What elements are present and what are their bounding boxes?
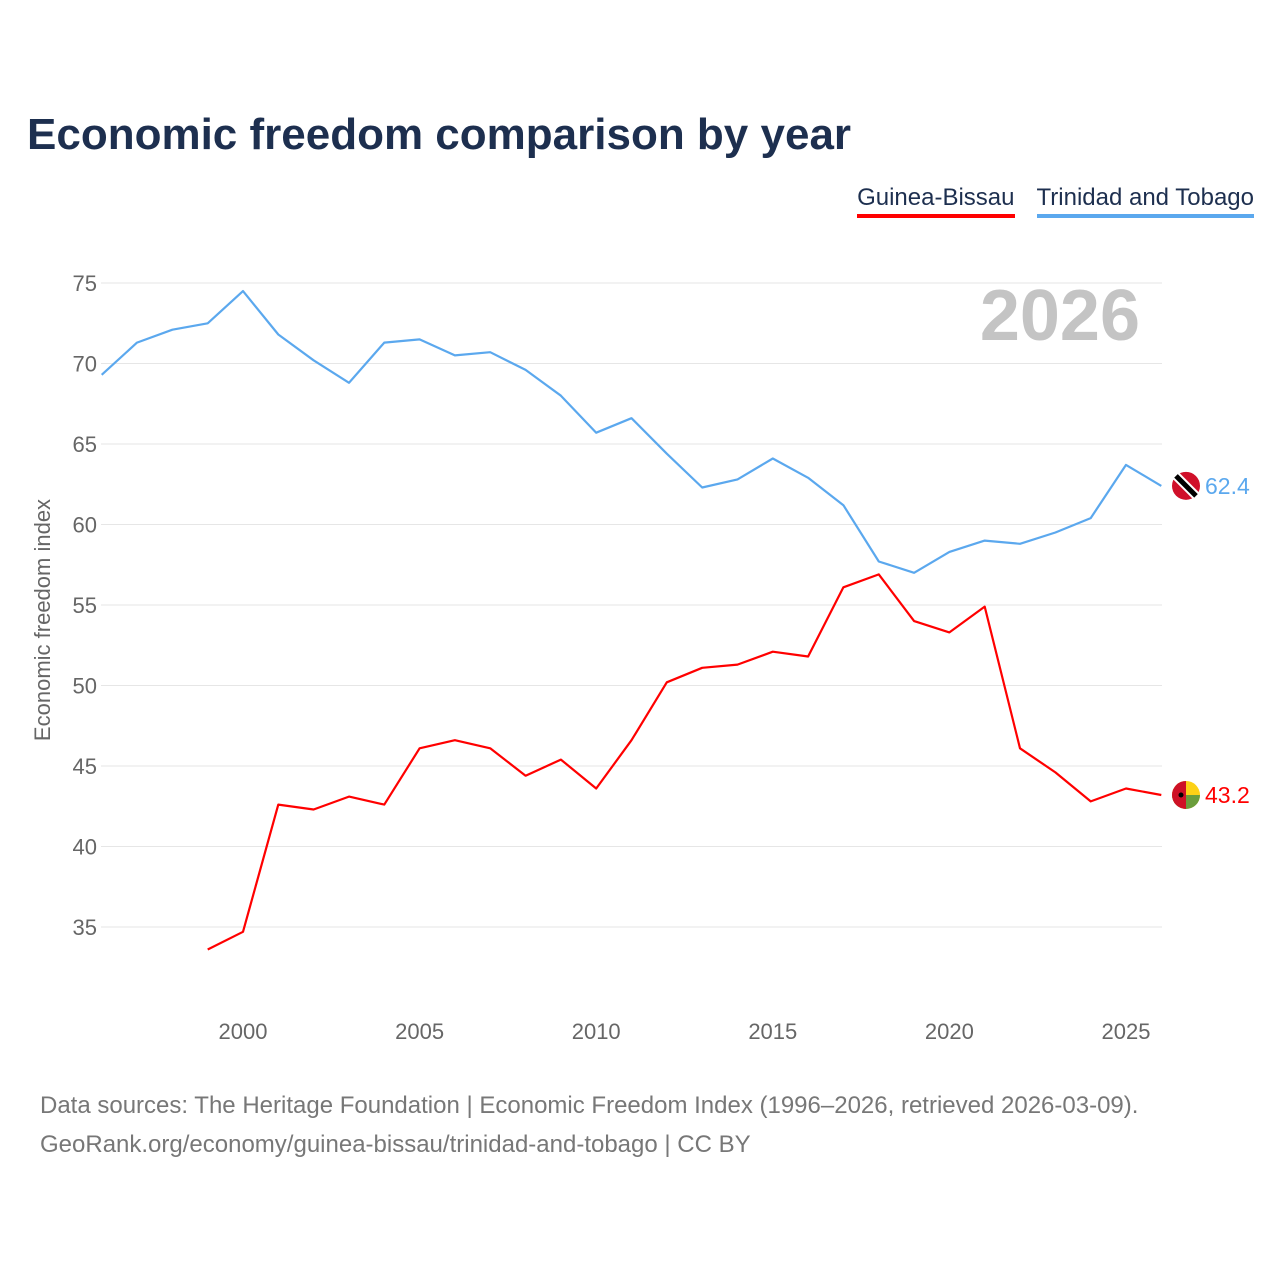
end-value-label: 62.4 bbox=[1205, 473, 1250, 499]
y-tick-label: 55 bbox=[73, 593, 97, 618]
x-tick-label: 2005 bbox=[395, 1019, 444, 1044]
legend-item-guinea-bissau[interactable]: Guinea-Bissau bbox=[857, 184, 1015, 218]
source-text: Data sources: The Heritage Foundation | … bbox=[40, 1092, 1139, 1119]
year-watermark: 2026 bbox=[980, 276, 1140, 356]
x-tick-label: 2020 bbox=[925, 1019, 974, 1044]
guinea-bissau-flag-icon bbox=[1172, 780, 1200, 809]
legend-item-trinidad-and-tobago[interactable]: Trinidad and Tobago bbox=[1036, 184, 1254, 218]
flag-stripe bbox=[1174, 474, 1198, 498]
y-tick-label: 50 bbox=[73, 674, 97, 699]
x-tick-label: 2025 bbox=[1102, 1019, 1151, 1044]
y-tick-label: 40 bbox=[73, 835, 97, 860]
footer: Data sources: The Heritage Foundation | … bbox=[40, 1086, 1138, 1164]
x-tick-label: 2010 bbox=[572, 1019, 621, 1044]
y-tick-label: 35 bbox=[73, 915, 97, 940]
line-chart: 2026 Economic freedom index 35 40 45 50 55 60… bbox=[30, 271, 1250, 1044]
legend: Guinea-Bissau Trinidad and Tobago bbox=[857, 184, 1254, 218]
y-tick-label: 70 bbox=[73, 352, 97, 377]
y-tick-label: 45 bbox=[73, 754, 97, 779]
x-tick-label: 2000 bbox=[219, 1019, 268, 1044]
end-value-label: 43.2 bbox=[1205, 782, 1250, 808]
y-tick-label: 65 bbox=[73, 432, 97, 457]
x-tick-label: 2015 bbox=[748, 1019, 797, 1044]
y-axis-label: Economic freedom index bbox=[30, 499, 55, 741]
trinidad-and-tobago-flag-icon bbox=[1172, 471, 1200, 500]
y-tick-label: 75 bbox=[73, 271, 97, 296]
series-line-guinea-bissau bbox=[207, 573, 1162, 951]
flag-star bbox=[1178, 792, 1184, 798]
source-link[interactable]: GeoRank.org/economy/guinea-bissau/trinid… bbox=[40, 1131, 751, 1158]
y-tick-label: 60 bbox=[73, 513, 97, 538]
chart-title: Economic freedom comparison by year bbox=[27, 110, 852, 159]
series-line-trinidad-and-tobago bbox=[100, 290, 1162, 574]
